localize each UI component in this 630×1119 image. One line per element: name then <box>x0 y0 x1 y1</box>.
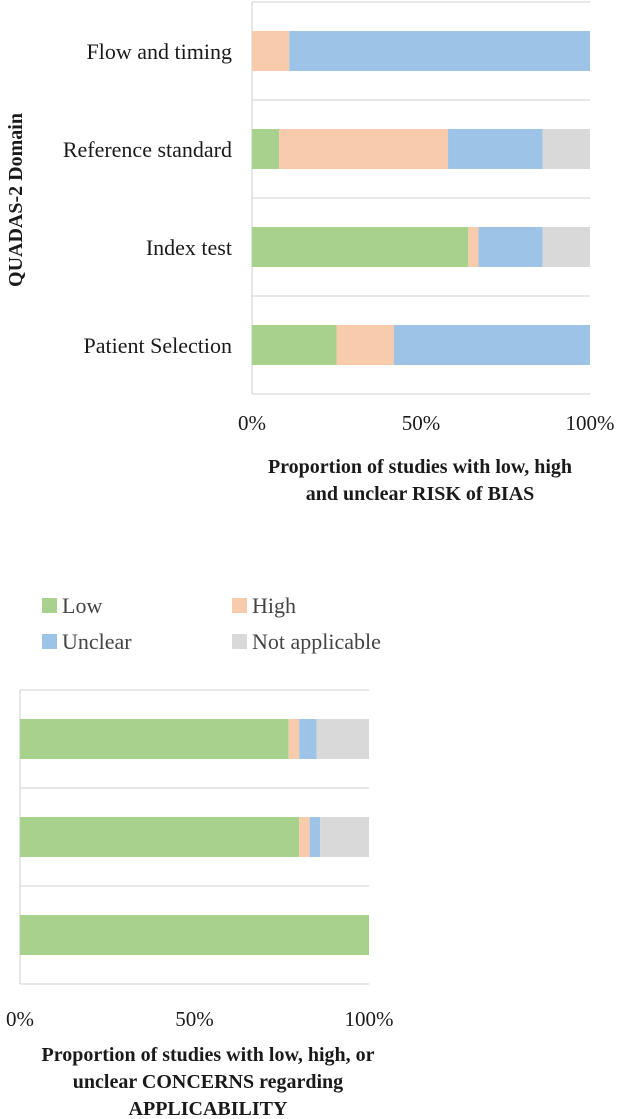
category-label-index-test: Index test <box>146 235 232 260</box>
category-label-flow-and-timing: Flow and timing <box>87 39 232 64</box>
bar-index-test-high <box>299 817 310 857</box>
x-tick-label: 0% <box>6 1007 34 1031</box>
legend-label-unclear: Unclear <box>62 629 132 654</box>
risk-of-bias-x-axis-title-line2: and unclear RISK of BIAS <box>306 483 535 505</box>
bar-reference-standard-not-applicable <box>542 129 590 169</box>
bar-reference-standard-low <box>20 719 289 759</box>
bar-index-test-high <box>468 227 479 267</box>
risk-of-bias-chart: Flow and timing Reference standard Index t… <box>5 1 615 505</box>
x-tick-label: 100% <box>566 411 615 435</box>
bar-reference-standard-low <box>252 129 280 169</box>
bar-reference-standard-not-applicable <box>316 719 369 759</box>
applicability-x-axis-title-line2: unclear CONCERNS regarding <box>73 1071 343 1093</box>
bar-index-test-low <box>20 817 300 857</box>
bar-patient-selection-low <box>252 325 337 365</box>
x-tick-label: 50% <box>402 411 441 435</box>
bar-reference-standard-unclear <box>299 719 317 759</box>
legend-label-high: High <box>252 593 296 618</box>
bar-reference-standard-unclear <box>448 129 543 169</box>
legend-swatch-low <box>42 598 57 613</box>
risk-of-bias-y-axis-title: QUADAS-2 Domain <box>5 113 27 287</box>
bar-index-test-not-applicable <box>320 817 369 857</box>
applicability-x-axis-title-line3: APPLICABILITY <box>129 1098 288 1119</box>
bar-index-test-unclear <box>478 227 543 267</box>
legend-swatch-unclear <box>42 634 57 649</box>
x-tick-label: 100% <box>345 1007 394 1031</box>
bar-flow-and-timing-unclear <box>289 31 590 71</box>
risk-of-bias-bars <box>252 31 590 365</box>
bar-patient-selection-high <box>336 325 394 365</box>
category-label-patient-selection: Patient Selection <box>84 333 232 358</box>
applicability-bars <box>20 719 369 955</box>
bar-reference-standard-high <box>279 129 449 169</box>
bar-index-test-low <box>252 227 469 267</box>
applicability-x-axis-title-line1: Proportion of studies with low, high, or <box>42 1044 375 1066</box>
legend-item-high: High <box>232 593 296 618</box>
bar-index-test-not-applicable <box>542 227 590 267</box>
applicability-x-ticks: 0% 50% 100% <box>6 1007 394 1031</box>
category-label-reference-standard: Reference standard <box>63 137 232 162</box>
legend-item-not-applicable: Not applicable <box>232 629 381 654</box>
x-tick-label: 50% <box>175 1007 214 1031</box>
risk-of-bias-x-axis-title-line1: Proportion of studies with low, high <box>268 456 572 478</box>
legend-label-low: Low <box>62 593 102 618</box>
risk-of-bias-category-labels: Flow and timing Reference standard Index t… <box>63 39 232 358</box>
legend-swatch-high <box>232 598 247 613</box>
legend-item-low: Low <box>42 593 102 618</box>
x-tick-label: 0% <box>238 411 266 435</box>
bar-patient-selection-unclear <box>393 325 590 365</box>
bar-patient-selection-low <box>20 915 369 955</box>
applicability-chart: 0% 50% 100% Proportion of studies with low… <box>6 689 394 1119</box>
risk-of-bias-x-ticks: 0% 50% 100% <box>238 411 615 435</box>
legend-label-not-applicable: Not applicable <box>252 629 381 654</box>
legend-item-unclear: Unclear <box>42 629 132 654</box>
bar-reference-standard-high <box>288 719 300 759</box>
legend: Low High Unclear Not applicable <box>42 593 381 654</box>
bar-flow-and-timing-high <box>252 31 290 71</box>
bar-index-test-unclear <box>309 817 321 857</box>
legend-swatch-not-applicable <box>232 634 247 649</box>
